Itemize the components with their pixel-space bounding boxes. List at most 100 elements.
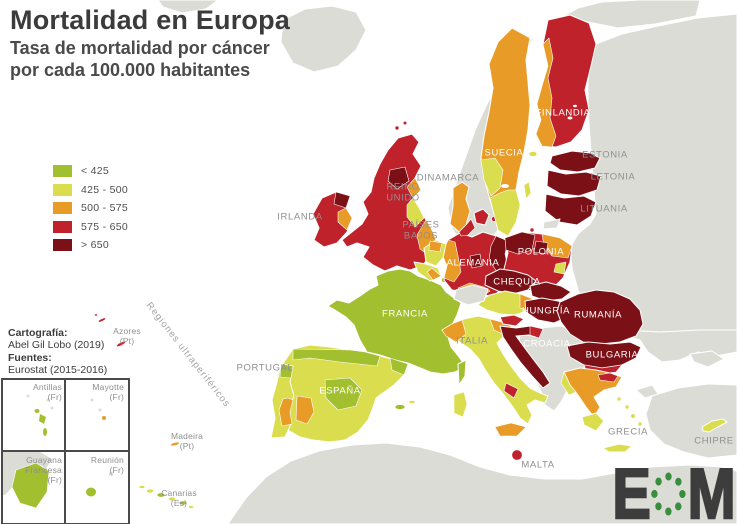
- country-cyprus: [701, 418, 728, 433]
- inset-reunion: [64, 450, 130, 524]
- label-malta: MALTA: [521, 459, 555, 471]
- label-lituania: LITUANIA: [580, 203, 628, 215]
- gotland: [523, 181, 532, 200]
- crete: [602, 443, 633, 453]
- west-scotland: [387, 166, 410, 190]
- label-chequia: CHEQUIA: [493, 276, 541, 288]
- west-germany: [441, 239, 462, 283]
- country-lithuania: [544, 193, 597, 226]
- country-slovakia: [529, 281, 572, 302]
- north-africa: [227, 442, 737, 524]
- kaliningrad: [542, 218, 561, 230]
- northwest-poland: [504, 231, 536, 255]
- campania: [503, 382, 519, 399]
- label-hungria: HUNGRÍA: [521, 305, 571, 317]
- finnish-lakes: [567, 116, 573, 120]
- sources-value: Eurostat (2015-2016): [8, 364, 108, 377]
- legend-swatch: [53, 220, 72, 233]
- mallorca: [394, 404, 406, 410]
- zealand: [473, 208, 490, 226]
- label-guayana: Guayana Francesa (Fr): [24, 455, 62, 486]
- northwest-england: [406, 177, 422, 199]
- logo-letter-m: M: [687, 468, 734, 524]
- legend-swatch: [53, 239, 72, 252]
- legend-row: 425 - 500: [53, 181, 128, 200]
- country-latvia: [546, 169, 602, 197]
- legend-row: 575 - 650: [53, 218, 128, 237]
- page-title: Mortalidad en Europa: [10, 5, 291, 35]
- label-antillas: Antillas (Fr): [32, 382, 62, 403]
- crimea: [689, 350, 725, 368]
- legend-row: > 650: [53, 236, 128, 255]
- country-slovenia: [499, 314, 525, 327]
- label-suecia: SUECIA: [484, 147, 524, 159]
- logo-dotted-circle-icon: [651, 472, 686, 516]
- aland: [528, 151, 538, 157]
- label-francia: FRANCIA: [382, 308, 428, 320]
- inset-grid: [1, 378, 130, 524]
- label-italia: ITALIA: [456, 335, 488, 347]
- logo-letter-e: E: [612, 468, 651, 524]
- label-paises-bajos: PAÍSES BAJOS: [402, 219, 440, 241]
- legend-row: 500 - 575: [53, 199, 128, 218]
- country-romania: [556, 289, 644, 345]
- label-reunion: Reunión (Fr): [90, 455, 124, 476]
- label-madeira: Madeira (Pt): [170, 431, 204, 452]
- country-netherlands: [423, 239, 447, 267]
- header: Mortalidad en Europa Tasa de mortalidad …: [10, 4, 290, 82]
- legend-swatch: [53, 165, 72, 178]
- sardinia: [453, 391, 468, 418]
- country-croatia: [499, 325, 551, 389]
- lisbon-region: [278, 397, 294, 427]
- label-grecia: GRECIA: [607, 426, 649, 438]
- label-finlandia: FINLANDIA: [535, 107, 591, 119]
- sources-label: Fuentes:: [8, 351, 52, 364]
- turkey-thrace: [635, 384, 659, 399]
- label-chipre: CHIPRE: [694, 435, 734, 447]
- label-irlanda: IRLANDA: [277, 211, 323, 223]
- malta-marker: [510, 448, 524, 462]
- inset-mayotte: [64, 378, 130, 452]
- iceland: [280, 5, 367, 73]
- label-rumania: RUMANÍA: [573, 309, 623, 321]
- shetland: [402, 120, 408, 126]
- label-letonia: LETONIA: [590, 171, 636, 183]
- east-ireland: [337, 207, 353, 231]
- country-greece: [560, 367, 643, 453]
- west-greece: [560, 371, 577, 396]
- label-canarias: Canarias (Es): [161, 488, 197, 509]
- northeast-england: [406, 197, 425, 228]
- legend-swatch: [53, 202, 72, 215]
- menorca: [408, 400, 416, 404]
- label-espana: ESPAÑA: [319, 385, 361, 397]
- country-belgium: [413, 261, 442, 282]
- label-alemania: ALEMANIA: [446, 257, 500, 269]
- bornholm: [529, 227, 535, 233]
- thrace: [597, 372, 619, 383]
- country-ireland: [312, 191, 353, 248]
- greenland-edge: [157, 0, 219, 14]
- legend: < 425 425 - 500 500 - 575 575 - 650 > 65…: [53, 162, 128, 255]
- legend-swatch: [53, 183, 72, 196]
- label-portugal: PORTUGAL: [236, 362, 294, 374]
- country-estonia: [549, 150, 601, 173]
- country-sweden: [480, 27, 532, 237]
- corsica: [457, 359, 467, 386]
- cartography-label: Cartografía:: [8, 327, 68, 339]
- extremadura: [295, 395, 315, 425]
- country-spain: [277, 344, 416, 443]
- madeira-island: [170, 441, 180, 447]
- label-estonia: ESTONIA: [582, 149, 628, 161]
- eom-logo: E M: [612, 468, 734, 524]
- label-mayotte: Mayotte (Fr): [92, 382, 124, 403]
- inset-antillas: [1, 378, 66, 452]
- page-subtitle: Tasa de mortalidad por cáncer por cada 1…: [10, 38, 270, 81]
- west-finland: [535, 37, 557, 148]
- country-finland: [528, 14, 597, 157]
- label-croacia: CROACIA: [523, 338, 571, 350]
- lake-vanern: [501, 184, 509, 188]
- country-portugal: [270, 363, 295, 439]
- country-denmark: [449, 181, 535, 237]
